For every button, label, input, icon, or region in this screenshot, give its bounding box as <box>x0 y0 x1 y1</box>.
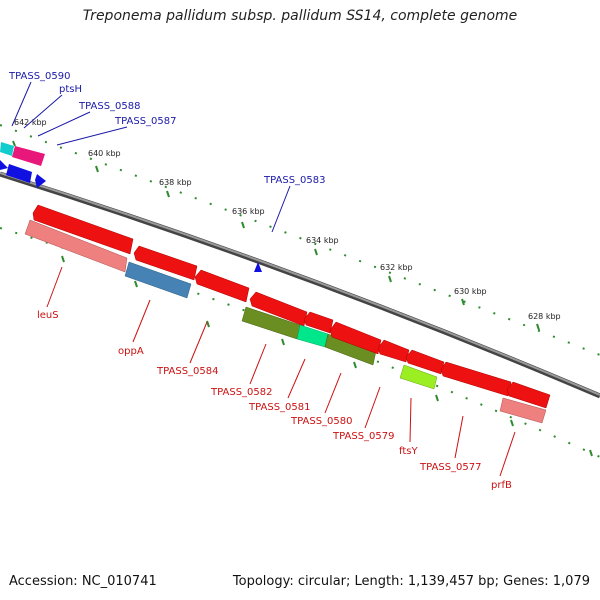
gene-label[interactable]: leuS <box>37 310 59 321</box>
gene-feature[interactable] <box>12 146 45 166</box>
gene-feature[interactable] <box>254 262 262 272</box>
ruler-track-top <box>0 124 600 356</box>
ruler-label: 640 kbp <box>88 149 121 158</box>
genome-backbone <box>0 172 600 396</box>
genome-summary-text: Topology: circular; Length: 1,139,457 bp… <box>232 574 590 589</box>
forward-leader-lines <box>11 81 291 233</box>
gene-label[interactable]: TPASS_0588 <box>78 101 140 112</box>
gene-feature[interactable] <box>133 245 198 281</box>
gene-label[interactable]: TPASS_0584 <box>156 366 218 377</box>
gene-label[interactable]: TPASS_0590 <box>8 71 70 82</box>
gene-feature[interactable] <box>124 261 192 299</box>
ruler-label: 628 kbp <box>528 312 561 321</box>
ruler-label: 634 kbp <box>306 236 339 245</box>
reverse-features <box>24 204 551 424</box>
gene-feature[interactable] <box>303 311 334 334</box>
gene-label[interactable]: TPASS_0580 <box>290 416 352 427</box>
gene-feature[interactable] <box>249 291 308 327</box>
accession-text: Accession: NC_010741 <box>9 574 157 589</box>
gene-feature[interactable] <box>35 174 46 188</box>
gene-label[interactable]: oppA <box>118 346 144 357</box>
gene-feature[interactable] <box>440 361 512 397</box>
reverse-leader-lines <box>46 266 516 477</box>
ruler-major-ticks <box>12 140 593 457</box>
gene-label[interactable]: TPASS_0587 <box>114 116 176 127</box>
gene-label[interactable]: TPASS_0582 <box>210 387 272 398</box>
gene-feature[interactable] <box>499 397 547 424</box>
gene-feature[interactable] <box>194 269 250 303</box>
gene-feature[interactable] <box>0 142 14 156</box>
gene-feature[interactable] <box>329 321 382 355</box>
gene-label[interactable]: TPASS_0579 <box>332 431 394 442</box>
gene-feature[interactable] <box>377 339 410 363</box>
gene-feature[interactable] <box>24 219 128 273</box>
forward-features <box>0 142 262 272</box>
ruler-label: 636 kbp <box>232 207 265 216</box>
genome-backbone-shadow <box>0 171 600 399</box>
gene-feature[interactable] <box>506 381 551 409</box>
gene-feature[interactable] <box>32 204 134 255</box>
gene-feature[interactable] <box>6 164 32 183</box>
gene-label[interactable]: TPASS_0583 <box>263 175 325 186</box>
gene-label[interactable]: TPASS_0581 <box>248 402 310 413</box>
map-title: Treponema pallidum subsp. pallidum SS14,… <box>82 8 518 24</box>
ruler-label: 630 kbp <box>454 287 487 296</box>
gene-label[interactable]: TPASS_0577 <box>419 462 481 473</box>
gene-feature[interactable] <box>399 364 438 390</box>
gene-feature[interactable] <box>405 349 445 375</box>
gene-feature[interactable] <box>0 160 8 170</box>
gene-label[interactable]: ftsY <box>399 446 418 457</box>
ruler-label: 638 kbp <box>159 178 192 187</box>
gene-label[interactable]: ptsH <box>59 84 82 95</box>
gene-label[interactable]: prfB <box>491 480 512 491</box>
ruler-label: 632 kbp <box>380 263 413 272</box>
